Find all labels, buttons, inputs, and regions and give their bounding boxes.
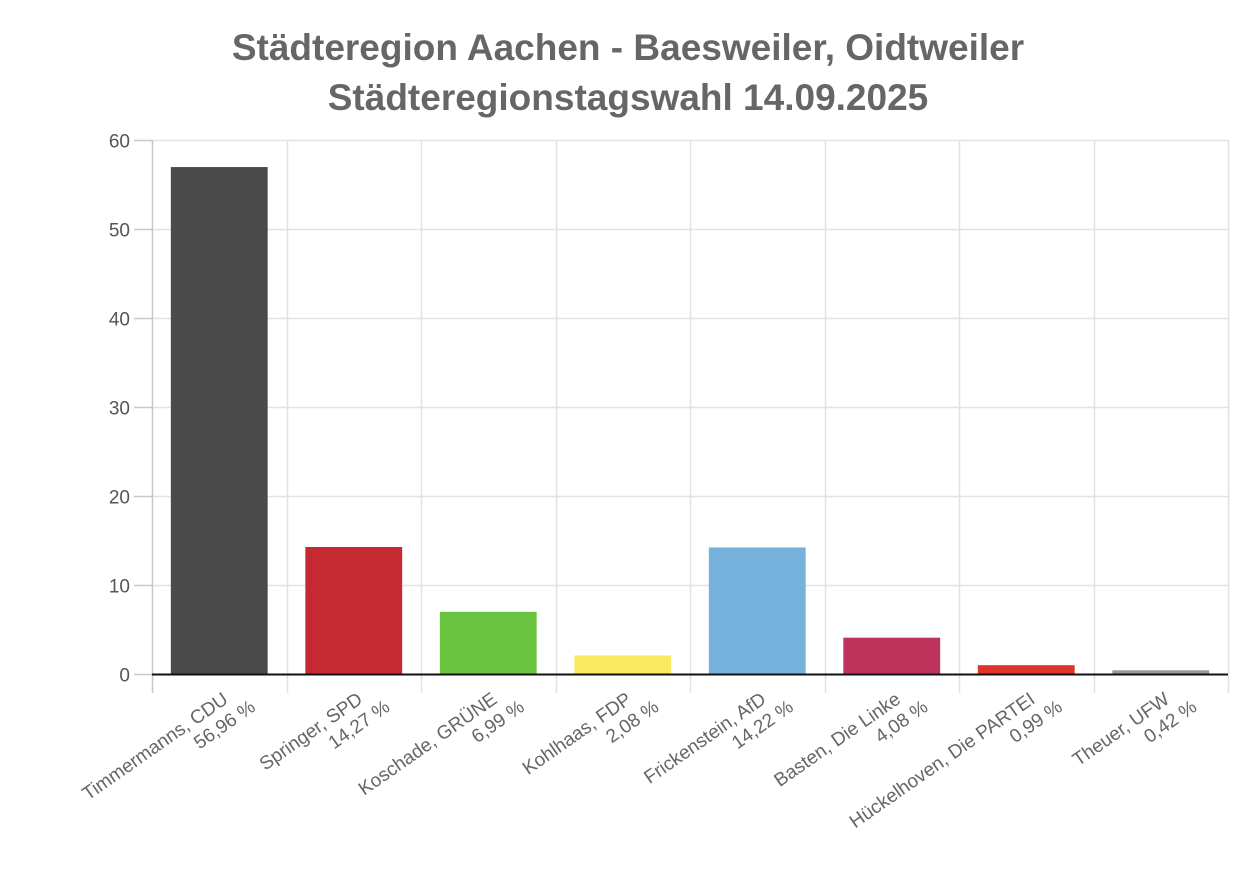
y-tick-label: 20 [109, 488, 130, 509]
bar-0 [170, 167, 268, 674]
chart-title: Städteregion Aachen - Baesweiler, Oidtwe… [231, 27, 1025, 68]
chart-subtitle: Städteregionstagswahl 14.09.2025 [327, 77, 929, 118]
bars [170, 167, 1210, 674]
y-tick-labels: 0 10 20 30 40 50 60 [109, 132, 130, 687]
bar-2 [439, 611, 537, 674]
y-tick-label: 30 [109, 399, 130, 420]
grid [151, 139, 1230, 693]
y-tick-label: 40 [109, 310, 130, 331]
bar-6 [977, 665, 1075, 674]
bar-3 [574, 655, 672, 674]
y-tick-label: 10 [109, 577, 130, 598]
bar-7 [1112, 670, 1210, 674]
bar-1 [305, 546, 403, 674]
y-tick-label: 0 [119, 666, 130, 687]
y-tick-label: 50 [109, 221, 130, 242]
axes [134, 139, 1228, 676]
y-tick-label: 60 [109, 132, 130, 153]
bar-5 [843, 637, 941, 674]
bar-4 [708, 547, 806, 674]
